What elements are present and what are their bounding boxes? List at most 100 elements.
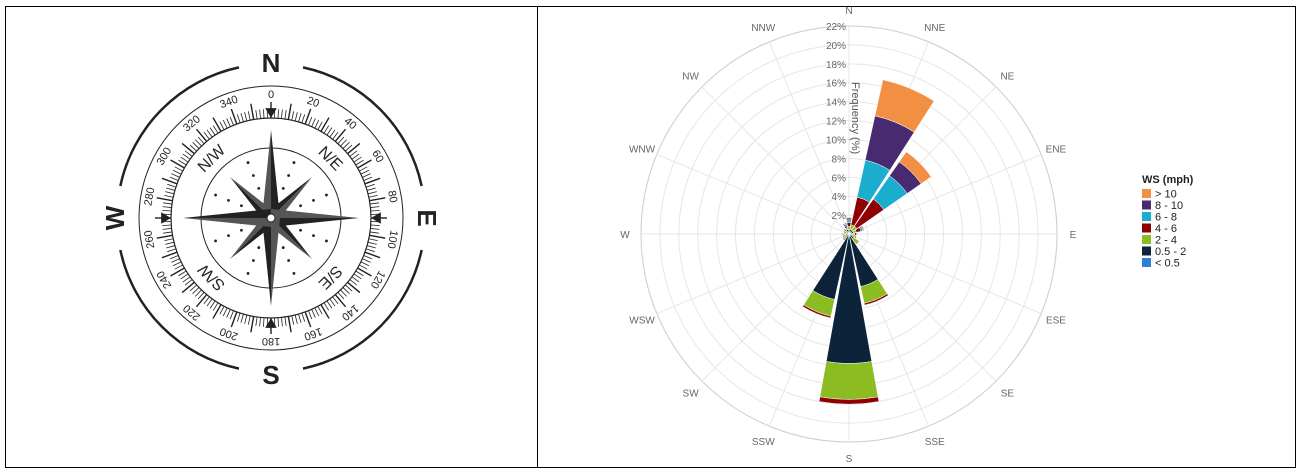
windrose-radial-tick: 12% (826, 117, 846, 128)
windrose-bar-ene (861, 224, 865, 232)
compass-tick (287, 316, 292, 333)
compass-tick (363, 255, 373, 260)
compass-tick (162, 224, 172, 227)
compass-tick (365, 248, 375, 253)
windrose-bar-n (846, 219, 852, 224)
compass-tick (317, 121, 323, 130)
compass-tick (329, 129, 336, 138)
compass-tick (184, 279, 193, 286)
compass-tick (162, 209, 172, 212)
compass-tick (337, 136, 345, 144)
compass-tick (369, 197, 386, 202)
compass-dot (240, 204, 243, 208)
windrose-grid-spoke (701, 86, 850, 235)
compass-tick (284, 316, 287, 326)
compass-degree-label: 220 (181, 302, 203, 323)
legend-item[interactable]: 4 - 6 (1155, 223, 1177, 235)
compass-tick (353, 273, 362, 280)
compass-tick (162, 206, 172, 208)
windrose-grid-spoke (656, 233, 850, 315)
compass-tick (197, 292, 205, 300)
compass-dot (312, 234, 315, 238)
compass-tick (360, 261, 370, 267)
compass-dot (227, 234, 230, 238)
compass-tick (262, 317, 265, 327)
windrose-radial-tick: 14% (826, 98, 846, 109)
compass-rose: N E S W N/E S/E S/W N/W 0 204060801001201… (100, 48, 442, 390)
compass-dot (325, 239, 328, 243)
windrose-bar-w (842, 232, 844, 236)
compass-tick (171, 258, 180, 263)
compass-tick (365, 183, 375, 188)
compass-tick (180, 273, 189, 280)
compass-cardinal-marker (161, 212, 171, 224)
windrose-bar-sw (842, 237, 846, 241)
compass-dot (292, 272, 296, 275)
compass-tick (368, 238, 378, 242)
legend-item[interactable]: < 0.5 (1155, 258, 1180, 270)
compass-tick (345, 144, 353, 152)
compass-tick (194, 139, 202, 147)
compass-cell: N E S W N/E S/E S/W N/W 0 20 40 60 80 100 120 1… (5, 6, 538, 468)
compass-tick (178, 270, 187, 277)
compass-tick (226, 309, 231, 318)
compass-tick (184, 150, 193, 157)
compass-tick (340, 289, 348, 297)
compass-cardinal-marker (371, 212, 381, 224)
compass-tick (334, 294, 347, 308)
compass-dot (281, 187, 285, 190)
compass-tick (359, 166, 368, 172)
compass-tick (369, 234, 386, 239)
compass-tick (347, 142, 361, 155)
compass-degree-label: 200 (218, 325, 239, 343)
compass-tick (170, 267, 185, 277)
compass-tick (277, 109, 280, 119)
compass-dot (251, 259, 255, 262)
windrose-direction-wsw: WSW (629, 316, 655, 327)
windrose-bar-n (845, 216, 853, 219)
compass-star-point (271, 130, 280, 218)
legend-title: WS (mph) (1142, 174, 1194, 186)
windrose-legend[interactable]: WS (mph) > 108 - 106 - 84 - 62 - 40.5 - … (1142, 174, 1194, 270)
windrose-radial-tick: 8% (832, 154, 847, 165)
compass-tick (326, 127, 333, 136)
compass-tick (308, 310, 313, 320)
compass-tick (230, 311, 238, 328)
compass-tick (236, 114, 241, 124)
compass-se-label: S/E (315, 262, 345, 292)
compass-tick (298, 113, 302, 122)
compass-tick (250, 103, 255, 120)
compass-tick (181, 142, 195, 155)
compass-tick (170, 159, 185, 169)
compass-tick (166, 245, 175, 249)
compass-dot (214, 193, 217, 197)
compass-tick (298, 314, 302, 323)
compass-dot (214, 239, 217, 243)
windrose-bar-nnw (842, 222, 848, 226)
compass-tick (222, 307, 228, 317)
windrose-direction-nw: NW (682, 72, 699, 83)
windrose-direction-w: W (620, 230, 630, 241)
compass-tick (161, 177, 178, 185)
windrose-bar-ese (854, 235, 857, 239)
compass-tick (357, 267, 372, 277)
compass-tick (259, 317, 261, 327)
windrose-grid-spoke (848, 233, 997, 382)
legend-item[interactable]: 6 - 8 (1155, 212, 1177, 224)
legend-item[interactable]: 0.5 - 2 (1155, 246, 1186, 258)
legend-item[interactable]: > 10 (1155, 189, 1177, 201)
compass-tick (308, 116, 313, 126)
compass-tick (194, 289, 202, 297)
compass-tick (320, 117, 330, 132)
compass-tick (206, 129, 213, 138)
compass-tick (281, 109, 283, 119)
windrose-radial-tick: 18% (826, 60, 846, 71)
compass-tick (314, 307, 320, 317)
compass-tick (259, 109, 261, 119)
legend-item[interactable]: 8 - 10 (1155, 200, 1183, 212)
windrose-radial-tick: 20% (826, 41, 846, 52)
legend-item[interactable]: 2 - 4 (1155, 235, 1177, 247)
windrose-direction-ne: NE (1000, 72, 1014, 83)
compass-star-point (262, 130, 271, 218)
compass-tick (304, 108, 312, 125)
